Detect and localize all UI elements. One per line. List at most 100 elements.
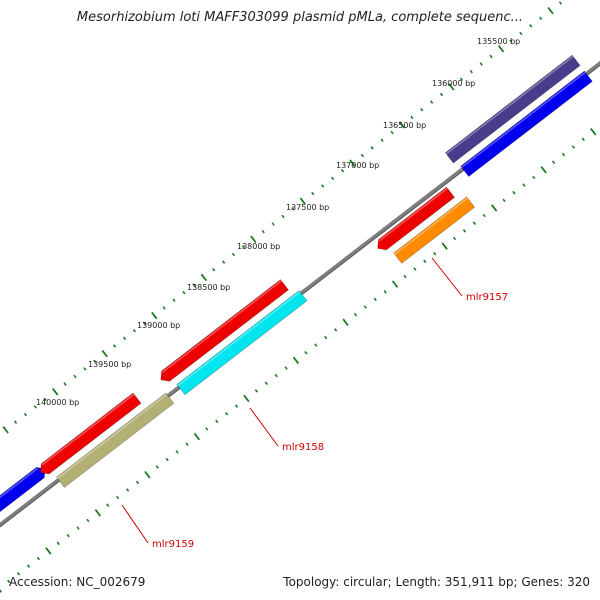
feature-blue-outer-left[interactable] — [0, 466, 46, 541]
ruler-tick — [430, 100, 434, 104]
feature-orange-inner-upper[interactable] — [393, 196, 476, 264]
ruler-tick — [281, 214, 285, 219]
inner-tick — [551, 160, 556, 164]
ruler-tick — [151, 311, 158, 320]
inner-tick — [490, 204, 498, 212]
ruler-tick — [398, 121, 406, 129]
inner-tick — [106, 503, 110, 507]
topology-info-text: Topology: circular; Length: 351,911 bp; … — [283, 575, 590, 589]
accession-text: Accession: NC_002679 — [9, 575, 146, 589]
ruler-label: 139500 bp — [88, 360, 131, 369]
inner-tick — [36, 556, 41, 561]
inner-tick — [26, 564, 31, 568]
inner-tick — [94, 509, 102, 517]
ruler-label: 139000 bp — [137, 321, 180, 330]
gene-label[interactable]: mlr9159 — [152, 539, 194, 550]
gene-label-leader — [249, 407, 279, 447]
inner-tick — [125, 488, 130, 492]
inner-tick — [452, 236, 457, 241]
inner-tick — [403, 274, 407, 279]
inner-tick — [482, 213, 486, 218]
inner-tick — [373, 297, 377, 302]
ruler-tick — [321, 184, 325, 188]
map-title: Mesorhizobium loti MAFF303099 plasmid pM… — [76, 10, 524, 25]
ruler-tick — [221, 260, 226, 264]
ruler-tick — [33, 405, 37, 409]
ruler-tick — [112, 344, 117, 348]
feature-olive-inner-left[interactable] — [55, 392, 175, 488]
inner-tick — [342, 318, 349, 326]
gene-label[interactable]: mlr9157 — [466, 292, 508, 303]
inner-tick — [175, 450, 179, 454]
ruler-tick — [380, 138, 384, 142]
ruler-tick — [558, 1, 563, 5]
ruler-label: 137000 bp — [336, 161, 379, 170]
feature-red-outer-left[interactable] — [39, 392, 142, 475]
inner-tick — [472, 221, 476, 225]
feature-blue-inner-top[interactable] — [460, 70, 593, 178]
inner-tick — [274, 373, 278, 378]
inner-tick — [0, 589, 2, 593]
inner-tick — [264, 381, 268, 385]
inner-tick — [66, 533, 70, 538]
ruler-tick — [93, 359, 97, 363]
inner-tick — [540, 166, 547, 174]
feature-red-inner-upper[interactable] — [377, 186, 456, 251]
ruler-tick — [23, 412, 28, 417]
ruler-tick — [390, 130, 394, 135]
ruler-tick — [51, 387, 59, 396]
ruler-tick — [509, 39, 513, 43]
ruler-tick — [410, 115, 414, 120]
ruler-tick — [101, 349, 108, 358]
inner-tick — [193, 432, 201, 441]
inner-tick — [363, 305, 367, 309]
ruler-tick — [142, 321, 146, 325]
ruler-tick — [349, 159, 356, 167]
inner-tick — [56, 541, 60, 546]
inner-tick — [86, 518, 90, 523]
feature-orange-inner-upper-highlight — [394, 197, 469, 255]
inner-tick — [16, 572, 21, 576]
gene-label-leader — [121, 504, 149, 544]
inner-tick — [155, 465, 159, 469]
inner-tick — [391, 280, 399, 288]
ruler-label: 140000 bp — [36, 398, 79, 407]
ruler-tick — [271, 222, 275, 226]
ruler-tick — [122, 336, 127, 341]
ruler-tick — [241, 245, 246, 249]
inner-tick — [581, 137, 585, 142]
feature-cyan-inner-mid[interactable] — [176, 289, 308, 396]
inner-tick — [76, 526, 80, 530]
inner-tick — [413, 267, 417, 271]
ruler-tick — [172, 298, 176, 302]
ruler-tick — [162, 306, 166, 310]
inner-tick — [243, 394, 250, 403]
feature-navy-outer-top-highlight — [445, 55, 574, 155]
gene-label[interactable]: mlr9158 — [282, 442, 324, 453]
ruler-tick — [261, 229, 265, 234]
ruler-tick — [330, 176, 335, 181]
inner-tick — [561, 152, 566, 157]
inner-tick — [45, 547, 52, 555]
inner-tick — [292, 356, 300, 365]
ruler-tick — [291, 207, 295, 211]
inner-tick — [334, 328, 338, 332]
ruler-label: 137500 bp — [286, 203, 329, 212]
ruler-tick — [299, 197, 307, 205]
ruler-tick — [182, 290, 186, 295]
ruler-label: 135500 bp — [477, 37, 520, 46]
inner-tick — [324, 335, 328, 340]
feature-red-outer-mid[interactable] — [160, 279, 289, 382]
ruler-tick — [420, 108, 424, 112]
feature-navy-outer-top[interactable] — [444, 54, 581, 164]
inner-tick — [144, 470, 151, 479]
ruler-tick — [370, 146, 374, 150]
inner-tick — [7, 579, 11, 584]
ruler-tick — [479, 62, 483, 66]
feature-olive-inner-left-highlight — [56, 393, 168, 479]
ruler-tick — [250, 235, 257, 244]
ruler-tick — [212, 268, 216, 272]
inner-tick — [433, 251, 437, 256]
